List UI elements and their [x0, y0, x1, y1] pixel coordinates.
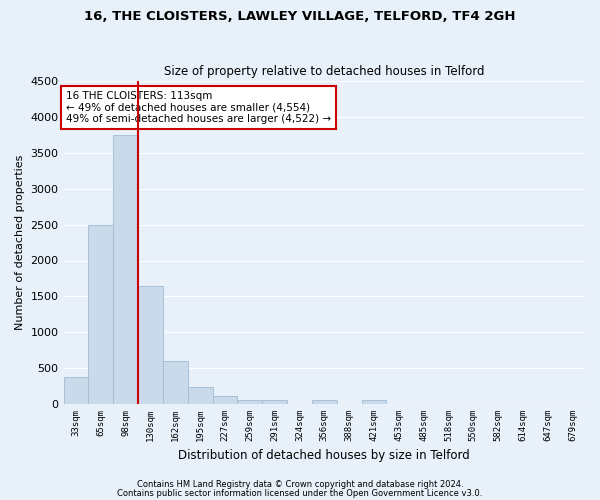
Bar — [262, 400, 287, 404]
Text: 16, THE CLOISTERS, LAWLEY VILLAGE, TELFORD, TF4 2GH: 16, THE CLOISTERS, LAWLEY VILLAGE, TELFO… — [84, 10, 516, 23]
Bar — [163, 361, 188, 404]
Bar — [88, 224, 113, 404]
Y-axis label: Number of detached properties: Number of detached properties — [15, 155, 25, 330]
Bar — [362, 400, 386, 404]
Bar — [113, 135, 138, 404]
Bar — [212, 396, 238, 404]
Bar — [138, 286, 163, 404]
Bar — [238, 400, 262, 404]
Bar — [312, 400, 337, 404]
Text: Contains public sector information licensed under the Open Government Licence v3: Contains public sector information licen… — [118, 489, 482, 498]
Text: Contains HM Land Registry data © Crown copyright and database right 2024.: Contains HM Land Registry data © Crown c… — [137, 480, 463, 489]
Bar — [188, 387, 212, 404]
X-axis label: Distribution of detached houses by size in Telford: Distribution of detached houses by size … — [178, 450, 470, 462]
Title: Size of property relative to detached houses in Telford: Size of property relative to detached ho… — [164, 66, 485, 78]
Bar — [64, 377, 88, 404]
Text: 16 THE CLOISTERS: 113sqm
← 49% of detached houses are smaller (4,554)
49% of sem: 16 THE CLOISTERS: 113sqm ← 49% of detach… — [66, 90, 331, 124]
